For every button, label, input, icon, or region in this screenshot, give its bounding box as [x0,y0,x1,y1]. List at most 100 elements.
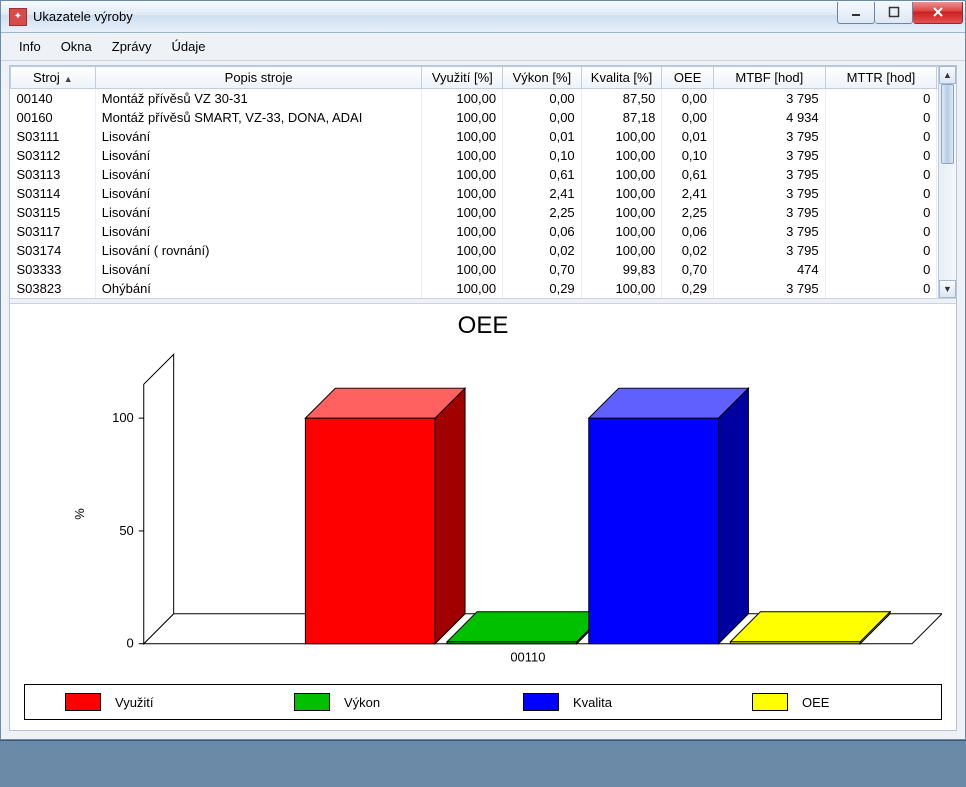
table-cell: 100,00 [422,279,503,298]
table-cell: 0 [825,241,937,260]
table-cell: 2,41 [662,184,714,203]
col-header[interactable]: Popis stroje [95,67,422,89]
table-cell: 100,00 [422,260,503,279]
table-cell: 0 [825,279,937,298]
table-row[interactable]: S03114Lisování100,002,41100,002,413 7950 [11,184,956,203]
titlebar[interactable]: ✦ Ukazatele výroby [1,1,965,33]
menu-okna[interactable]: Okna [53,37,100,56]
minimize-button[interactable] [837,2,875,24]
table-cell: 100,00 [422,127,503,146]
table-cell: Lisování [95,222,422,241]
legend-label: Využití [115,695,154,710]
col-header[interactable]: OEE [662,67,714,89]
legend-item: Využití [25,693,254,711]
col-header[interactable]: MTTR [hod] [825,67,937,89]
table-cell: 4 934 [714,108,826,127]
table-row[interactable]: S03111Lisování100,000,01100,000,013 7950 [11,127,956,146]
menu-info[interactable]: Info [11,37,49,56]
table-cell: 0,61 [662,165,714,184]
table-row[interactable]: S03333Lisování100,000,7099,830,704740 [11,260,956,279]
table-cell: Lisování ( rovnání) [95,241,422,260]
table-cell: 0,29 [503,279,582,298]
table-cell: 0,01 [503,127,582,146]
table-cell: 0,10 [503,146,582,165]
table-cell: 0,70 [662,260,714,279]
table-cell: 0,01 [662,127,714,146]
menubar: InfoOknaZprávyÚdaje [1,33,965,61]
table-row[interactable]: S03823Ohýbání100,000,29100,000,293 7950 [11,279,956,298]
table-cell: 100,00 [581,222,662,241]
table-row[interactable]: S03174Lisování ( rovnání)100,000,02100,0… [11,241,956,260]
table-cell: 3 795 [714,203,826,222]
table-cell: 00140 [11,89,96,109]
table-cell: 100,00 [422,222,503,241]
table-cell: 3 795 [714,241,826,260]
col-header[interactable]: Stroj▲ [11,67,96,89]
table-row[interactable]: S03113Lisování100,000,61100,000,613 7950 [11,165,956,184]
table-cell: 100,00 [581,203,662,222]
table-cell: 3 795 [714,279,826,298]
table-cell: 0 [825,222,937,241]
table-cell: 3 795 [714,89,826,109]
col-header[interactable]: Výkon [%] [503,67,582,89]
table-cell: 100,00 [422,241,503,260]
table-cell: 0,10 [662,146,714,165]
svg-text:0: 0 [127,636,134,651]
table-cell: 0 [825,165,937,184]
scroll-down-button[interactable]: ▼ [939,280,956,298]
vertical-scrollbar[interactable]: ▲ ▼ [938,66,956,298]
close-button[interactable] [913,2,963,24]
table-cell: 100,00 [422,146,503,165]
legend-label: Výkon [344,695,380,710]
menu-údaje[interactable]: Údaje [164,37,214,56]
table-cell: 0 [825,260,937,279]
table-cell: Lisování [95,165,422,184]
maximize-button[interactable] [875,2,913,24]
table-cell: 3 795 [714,165,826,184]
table-cell: S03174 [11,241,96,260]
table-cell: S03333 [11,260,96,279]
data-table: Stroj▲Popis strojeVyužití [%]Výkon [%]Kv… [10,66,956,298]
svg-text:%: % [72,508,87,520]
table-cell: 100,00 [422,89,503,109]
table-cell: 87,50 [581,89,662,109]
table-cell: 3 795 [714,184,826,203]
table-cell: 87,18 [581,108,662,127]
table-cell: Lisování [95,203,422,222]
table-cell: S03111 [11,127,96,146]
oee-bar-chart: 050100%00110 [24,344,942,684]
legend-item: Výkon [254,693,483,711]
legend-swatch [65,693,101,711]
table-cell: 0,06 [662,222,714,241]
table-cell: 3 795 [714,222,826,241]
table-cell: 100,00 [581,146,662,165]
legend-label: OEE [802,695,829,710]
scroll-up-button[interactable]: ▲ [939,66,956,84]
col-header[interactable]: Využití [%] [422,67,503,89]
table-cell: 99,83 [581,260,662,279]
menu-zprávy[interactable]: Zprávy [104,37,160,56]
chart-title: OEE [24,312,942,340]
table-row[interactable]: S03112Lisování100,000,10100,000,103 7950 [11,146,956,165]
table-row[interactable]: S03115Lisování100,002,25100,002,253 7950 [11,203,956,222]
table-cell: 3 795 [714,146,826,165]
table-row[interactable]: S03117Lisování100,000,06100,000,063 7950 [11,222,956,241]
table-cell: 100,00 [422,108,503,127]
legend-swatch [294,693,330,711]
table-cell: 0,00 [662,108,714,127]
table-cell: 100,00 [581,127,662,146]
table-cell: 0 [825,89,937,109]
scroll-thumb[interactable] [941,84,954,164]
table-cell: 100,00 [422,184,503,203]
table-row[interactable]: 00160Montáž přívěsů SMART, VZ-33, DONA, … [11,108,956,127]
table-cell: 100,00 [581,184,662,203]
table-cell: 100,00 [581,279,662,298]
legend-item: Kvalita [483,693,712,711]
col-header[interactable]: Kvalita [%] [581,67,662,89]
table-row[interactable]: 00140Montáž přívěsů VZ 30-31100,000,0087… [11,89,956,109]
svg-text:100: 100 [112,410,134,425]
table-cell: 3 795 [714,127,826,146]
table-cell: S03117 [11,222,96,241]
col-header[interactable]: MTBF [hod] [714,67,826,89]
table-cell: 100,00 [422,203,503,222]
